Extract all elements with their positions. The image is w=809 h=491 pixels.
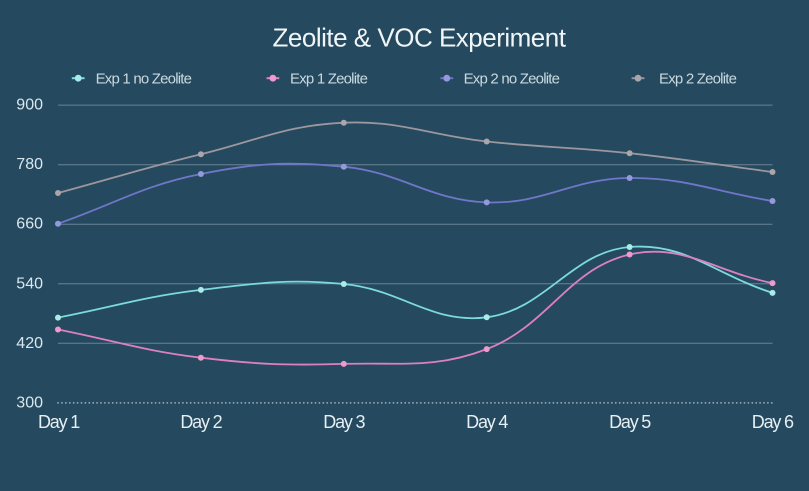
svg-text:Day 3: Day 3 bbox=[323, 412, 365, 432]
svg-text:Day 4: Day 4 bbox=[466, 412, 508, 432]
svg-text:Day 1: Day 1 bbox=[38, 412, 80, 432]
svg-text:Exp 2 no Zeolite: Exp 2 no Zeolite bbox=[464, 70, 560, 87]
svg-text:900: 900 bbox=[16, 97, 43, 114]
svg-text:Day 2: Day 2 bbox=[180, 412, 222, 432]
svg-text:Day 6: Day 6 bbox=[752, 412, 794, 432]
svg-text:420: 420 bbox=[16, 335, 43, 352]
svg-text:Day 5: Day 5 bbox=[609, 412, 651, 432]
svg-text:Exp 2 Zeolite: Exp 2 Zeolite bbox=[659, 70, 737, 87]
svg-text:660: 660 bbox=[16, 216, 43, 233]
svg-text:540: 540 bbox=[16, 275, 43, 292]
svg-text:Exp 1 Zeolite: Exp 1 Zeolite bbox=[290, 70, 368, 87]
svg-text:300: 300 bbox=[16, 394, 43, 411]
svg-text:Zeolite & VOC Experiment: Zeolite & VOC Experiment bbox=[273, 23, 567, 53]
svg-text:Exp 1 no Zeolite: Exp 1 no Zeolite bbox=[96, 70, 192, 87]
svg-text:780: 780 bbox=[16, 156, 43, 173]
